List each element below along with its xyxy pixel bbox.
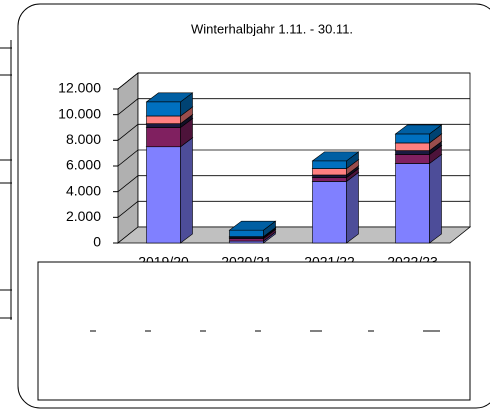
bar-segment [146,146,181,244]
grid-line [117,123,470,141]
grid-line [117,175,470,192]
bar-side [429,153,442,244]
grid-line [117,98,470,115]
bar-top [228,220,277,231]
bar-segment [395,142,430,151]
bar-segment [146,127,181,148]
bar-segment [395,150,430,155]
bar-segment [146,101,181,117]
bar-segment [395,154,430,164]
grid-line [117,200,470,218]
bar-side [180,137,193,244]
bar-top [394,124,443,135]
bar-segment [312,160,347,169]
bar-segment [146,115,181,124]
bar-top [311,151,360,162]
bar-segment [312,181,347,244]
bar-segment [312,168,347,176]
y-tick-label: 8.000 [66,131,101,147]
y-tick-label: 6.000 [66,157,101,173]
bar-segment [395,133,430,144]
y-tick-label: 10.000 [58,105,101,121]
grid-line [117,72,470,90]
y-tick-label: 4.000 [66,182,101,198]
bar-segment [229,229,264,237]
legend [37,261,471,401]
y-tick-label: 12.000 [58,80,101,96]
bar-segment [395,163,430,244]
y-tick-label: 2.000 [66,208,101,224]
y-tick-label: 0 [93,234,101,250]
bar-segment [312,174,347,178]
bar-segment [146,123,181,128]
bar-segment [312,177,347,182]
chart-title: Winterhalbjahr 1.11. - 30.11. [191,21,353,36]
bar-side [346,171,359,244]
grid-line [117,149,470,167]
bar-segment [229,238,264,242]
bar-top [145,92,194,103]
